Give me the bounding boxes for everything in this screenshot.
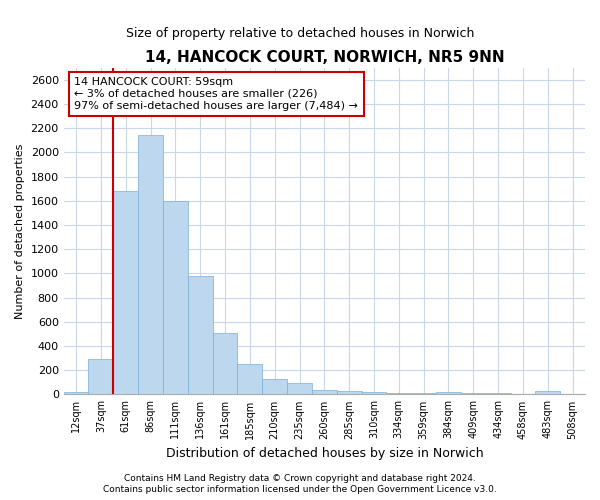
Bar (163, 200, 188, 394)
Bar (138, 136, 163, 394)
Y-axis label: Number of detached properties: Number of detached properties (15, 144, 25, 318)
Bar (262, 379, 287, 394)
Bar (188, 276, 212, 394)
Text: Size of property relative to detached houses in Norwich: Size of property relative to detached ho… (126, 28, 474, 40)
Bar (461, 393, 485, 394)
Bar (312, 390, 337, 394)
Bar (64, 392, 88, 394)
Bar (212, 334, 238, 394)
Bar (287, 383, 312, 394)
Bar (113, 191, 138, 394)
Bar (362, 392, 386, 394)
Bar (411, 393, 436, 394)
Title: 14, HANCOCK COURT, NORWICH, NR5 9NN: 14, HANCOCK COURT, NORWICH, NR5 9NN (145, 50, 504, 65)
Bar (386, 392, 411, 394)
Bar (535, 392, 560, 394)
Bar (238, 364, 262, 394)
Bar (337, 391, 362, 394)
Text: Contains HM Land Registry data © Crown copyright and database right 2024.
Contai: Contains HM Land Registry data © Crown c… (103, 474, 497, 494)
X-axis label: Distribution of detached houses by size in Norwich: Distribution of detached houses by size … (166, 447, 483, 460)
Bar (436, 392, 461, 394)
Bar (88, 358, 113, 394)
Text: 14 HANCOCK COURT: 59sqm
← 3% of detached houses are smaller (226)
97% of semi-de: 14 HANCOCK COURT: 59sqm ← 3% of detached… (74, 78, 358, 110)
